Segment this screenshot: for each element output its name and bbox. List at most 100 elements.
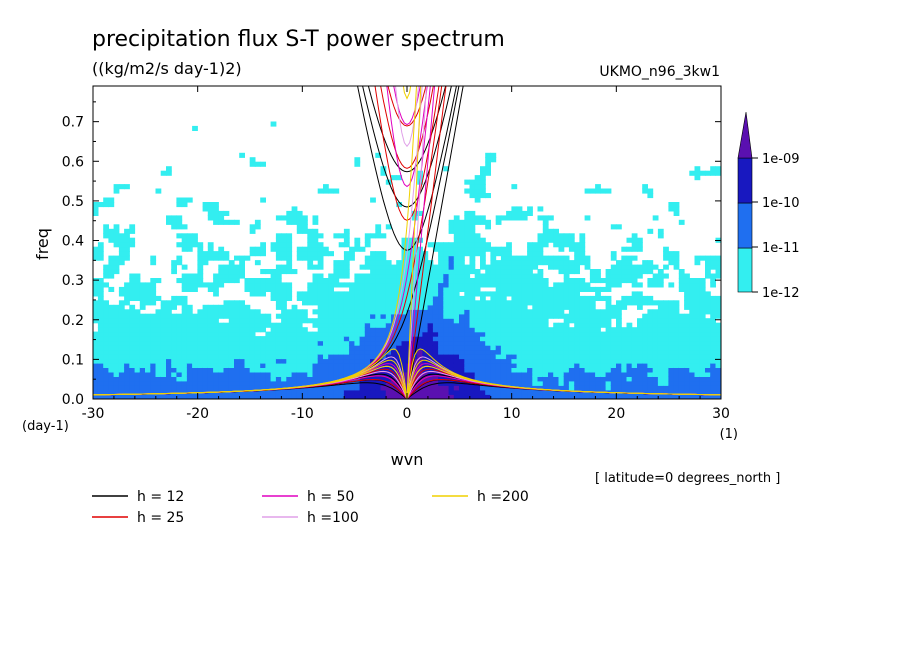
- spectrum-cell: [254, 313, 261, 319]
- spectrum-cell: [375, 327, 382, 333]
- spectrum-cell: [401, 273, 408, 279]
- spectrum-cell: [621, 367, 628, 373]
- spectrum-cell: [396, 175, 402, 181]
- spectrum-cell: [118, 255, 125, 261]
- spectrum-cell: [642, 269, 648, 275]
- spectrum-cell: [124, 349, 130, 355]
- spectrum-cell: [328, 340, 334, 346]
- spectrum-cell: [710, 336, 716, 342]
- spectrum-cell: [579, 246, 586, 252]
- spectrum-cell: [202, 251, 209, 257]
- spectrum-cell: [553, 380, 559, 386]
- spectrum-cell: [684, 380, 690, 386]
- spectrum-cell: [469, 367, 476, 373]
- spectrum-cell: [684, 362, 690, 368]
- spectrum-cell: [469, 291, 476, 297]
- spectrum-cell: [375, 336, 382, 342]
- spectrum-cell: [527, 345, 533, 351]
- spectrum-cell: [610, 309, 617, 315]
- spectrum-cell: [108, 376, 115, 382]
- spectrum-cell: [108, 340, 115, 346]
- spectrum-cell: [281, 394, 287, 399]
- spectrum-cell: [296, 345, 303, 351]
- x-tick-label: -30: [82, 406, 105, 422]
- spectrum-cell: [678, 286, 685, 292]
- spectrum-cell: [171, 394, 177, 399]
- spectrum-cell: [380, 322, 387, 328]
- spectrum-cell: [139, 376, 146, 382]
- spectrum-cell: [270, 322, 277, 328]
- spectrum-cell: [391, 286, 397, 292]
- spectrum-cell: [516, 371, 523, 377]
- spectrum-cell: [364, 394, 371, 399]
- spectrum-cell: [192, 242, 198, 248]
- spectrum-cell: [563, 371, 570, 377]
- spectrum-cell: [542, 260, 549, 266]
- spectrum-cell: [422, 354, 429, 360]
- spectrum-cell: [291, 354, 298, 360]
- spectrum-cell: [354, 336, 361, 342]
- spectrum-cell: [600, 354, 607, 360]
- spectrum-cell: [694, 170, 701, 176]
- spectrum-cell: [359, 318, 366, 324]
- spectrum-cell: [207, 349, 214, 355]
- spectrum-cell: [626, 371, 633, 377]
- spectrum-cell: [516, 309, 523, 315]
- spectrum-cell: [370, 304, 376, 310]
- spectrum-cell: [558, 340, 565, 346]
- spectrum-cell: [705, 385, 711, 391]
- spectrum-cell: [197, 340, 204, 346]
- spectrum-cell: [385, 358, 392, 364]
- spectrum-cell: [548, 362, 554, 368]
- spectrum-cell: [542, 345, 549, 351]
- spectrum-cell: [213, 354, 219, 360]
- spectrum-cell: [626, 389, 633, 395]
- dispersion-curve: [402, 86, 412, 100]
- spectrum-cell: [124, 246, 130, 252]
- spectrum-cell: [97, 362, 104, 368]
- spectrum-cell: [626, 358, 633, 364]
- spectrum-cell: [438, 304, 444, 310]
- spectrum-cell: [500, 309, 507, 315]
- spectrum-cell: [432, 336, 439, 342]
- spectrum-cell: [553, 322, 559, 328]
- spectrum-cell: [500, 349, 507, 355]
- x-tick-label: 0: [403, 406, 412, 422]
- spectrum-cell: [223, 358, 230, 364]
- spectrum-cell: [542, 278, 549, 284]
- spectrum-cell: [239, 322, 245, 328]
- spectrum-cell: [542, 394, 549, 399]
- spectrum-cell: [668, 354, 675, 360]
- spectrum-cell: [589, 304, 596, 310]
- spectrum-cell: [684, 371, 690, 377]
- spectrum-cell: [448, 331, 455, 337]
- spectrum-cell: [396, 349, 402, 355]
- spectrum-cell: [459, 269, 465, 275]
- spectrum-cell: [532, 242, 539, 248]
- spectrum-cell: [684, 318, 690, 324]
- spectrum-cell: [411, 345, 418, 351]
- spectrum-cell: [448, 322, 455, 328]
- spectrum-cell: [694, 166, 701, 172]
- spectrum-cell: [202, 362, 209, 368]
- spectrum-cell: [490, 358, 497, 364]
- spectrum-cell: [375, 291, 382, 297]
- spectrum-cell: [97, 376, 104, 382]
- spectrum-cell: [673, 210, 680, 216]
- spectrum-cell: [364, 380, 371, 386]
- spectrum-cell: [469, 358, 476, 364]
- spectrum-cell: [715, 269, 721, 275]
- spectrum-cell: [291, 215, 298, 221]
- spectrum-cell: [349, 345, 355, 351]
- spectrum-cell: [218, 367, 225, 373]
- spectrum-cell: [186, 278, 193, 284]
- spectrum-cell: [553, 255, 559, 261]
- spectrum-cell: [584, 376, 591, 382]
- spectrum-cell: [563, 278, 570, 284]
- spectrum-cell: [516, 291, 523, 297]
- spectrum-cell: [375, 309, 382, 315]
- spectrum-cell: [171, 295, 177, 301]
- spectrum-cell: [584, 260, 591, 266]
- spectrum-cell: [500, 264, 507, 270]
- spectrum-cell: [218, 362, 225, 368]
